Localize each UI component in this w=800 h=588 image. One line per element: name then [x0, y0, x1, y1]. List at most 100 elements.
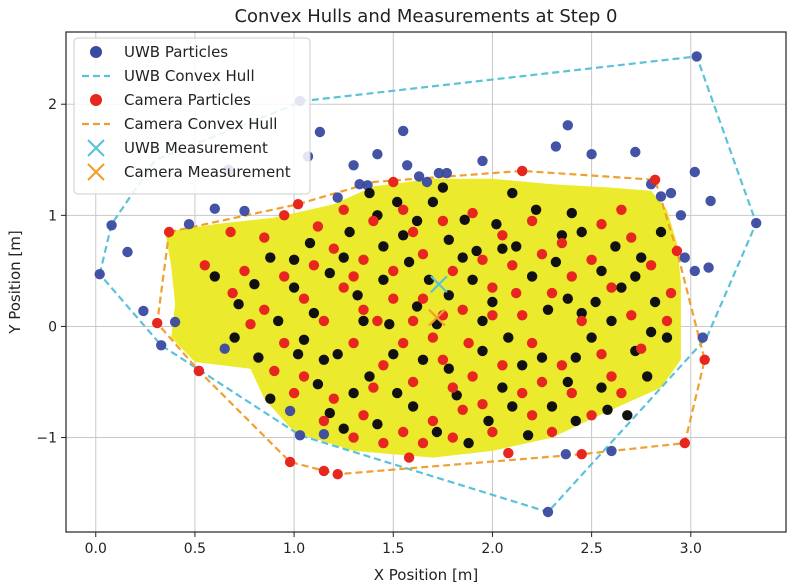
- unlabeled-particle: [273, 315, 284, 327]
- camera-particle: [517, 165, 528, 177]
- camera-particle: [606, 371, 617, 382]
- legend-label: Camera Convex Hull: [124, 115, 277, 133]
- uwb-particle: [689, 166, 700, 178]
- camera-particle: [477, 399, 488, 410]
- unlabeled-particle: [388, 349, 399, 360]
- camera-particle: [497, 360, 508, 371]
- unlabeled-particle: [526, 271, 538, 282]
- unlabeled-particle: [616, 282, 627, 293]
- y-tick-label: −1: [36, 431, 57, 447]
- particle-layer: [94, 51, 762, 518]
- shaded-region-layer: [165, 178, 681, 458]
- unlabeled-particle: [358, 315, 369, 327]
- legend-label: UWB Convex Hull: [124, 67, 255, 85]
- legend: UWB Particles UWB Convex Hull Camera Parti…: [73, 37, 311, 195]
- camera-particle: [398, 426, 409, 438]
- uwb-particle: [402, 160, 413, 171]
- uwb-particle: [106, 220, 117, 231]
- unlabeled-particle: [550, 256, 562, 268]
- unlabeled-particle: [522, 430, 534, 441]
- legend-label: Camera Measurement: [124, 163, 291, 181]
- uwb-particle: [550, 141, 562, 152]
- camera-particle: [372, 315, 383, 327]
- unlabeled-particle: [655, 226, 667, 238]
- camera-particle: [596, 349, 607, 360]
- uwb-particle: [284, 405, 296, 417]
- camera-particle: [358, 304, 369, 315]
- uwb-particle: [542, 506, 554, 518]
- unlabeled-particle: [497, 382, 508, 393]
- camera-particle: [447, 432, 458, 443]
- camera-particle: [437, 215, 449, 227]
- unlabeled-particle: [487, 296, 498, 308]
- unlabeled-particle: [352, 290, 363, 301]
- camera-particle: [403, 452, 415, 463]
- unlabeled-particle: [324, 267, 335, 279]
- unlabeled-particle: [411, 215, 423, 227]
- unlabeled-particle: [384, 319, 395, 330]
- legend-cross-b: [87, 139, 105, 157]
- camera-particle: [665, 287, 677, 299]
- unlabeled-particle: [253, 352, 264, 363]
- y-tick-label: 2: [48, 97, 57, 113]
- uwb-particle: [138, 305, 149, 317]
- unlabeled-particle: [602, 404, 613, 415]
- chart-title: Convex Hulls and Measurements at Step 0: [234, 6, 617, 27]
- unlabeled-particle: [378, 274, 389, 285]
- camera-particle: [671, 245, 683, 257]
- camera-particle: [407, 315, 419, 327]
- unlabeled-particle: [661, 332, 673, 343]
- unlabeled-particle: [497, 243, 508, 254]
- unlabeled-particle: [338, 252, 349, 263]
- camera-particle: [298, 371, 310, 382]
- measurement-layer: [428, 275, 448, 327]
- x-tick-label: 3.0: [680, 541, 702, 557]
- uwb-particle: [562, 120, 573, 131]
- uwb-particle: [372, 149, 383, 160]
- camera-particle: [616, 387, 627, 399]
- unlabeled-particle: [338, 423, 349, 434]
- unlabeled-particle: [491, 219, 502, 230]
- uwb-particle: [679, 252, 690, 263]
- unlabeled-particle: [546, 401, 558, 412]
- camera-particle: [388, 176, 399, 188]
- uwb-measurement-marker-stroke-b: [430, 275, 448, 294]
- legend-label: UWB Particles: [124, 43, 228, 61]
- camera-particle: [269, 365, 280, 377]
- y-tick-label: 0: [48, 319, 57, 335]
- uwb-particle: [751, 217, 762, 229]
- unlabeled-particle: [471, 245, 482, 257]
- y-tick-label: 1: [48, 208, 57, 224]
- uwb-particle: [348, 160, 359, 171]
- camera-particle: [318, 315, 330, 327]
- camera-particle: [566, 271, 577, 282]
- camera-particle: [417, 249, 429, 260]
- camera-particle: [338, 282, 349, 293]
- unlabeled-particle: [292, 349, 304, 360]
- unlabeled-particle: [467, 274, 478, 285]
- unlabeled-particle: [562, 376, 573, 388]
- unlabeled-particle: [427, 196, 439, 208]
- x-tick-label: 0.5: [184, 541, 206, 557]
- camera-particle: [649, 174, 661, 185]
- camera-particle: [407, 226, 419, 238]
- camera-particle: [503, 447, 514, 459]
- uwb-particle: [122, 246, 133, 258]
- camera-particle: [526, 337, 538, 349]
- uwb-particle: [586, 149, 597, 160]
- unlabeled-particle: [503, 332, 514, 343]
- camera-particle: [193, 365, 205, 377]
- camera-particle: [332, 469, 343, 480]
- camera-particle: [328, 243, 339, 254]
- camera-particle: [348, 432, 359, 443]
- uwb-particle: [689, 265, 700, 277]
- unlabeled-particle: [459, 214, 470, 225]
- unlabeled-particle: [566, 207, 577, 219]
- unlabeled-particle: [233, 299, 244, 310]
- uwb-particle: [362, 180, 373, 191]
- unlabeled-particle: [423, 274, 435, 285]
- x-tick-label: 2.0: [481, 541, 503, 557]
- uwb-particle: [413, 171, 425, 182]
- uwb-particle: [94, 269, 105, 280]
